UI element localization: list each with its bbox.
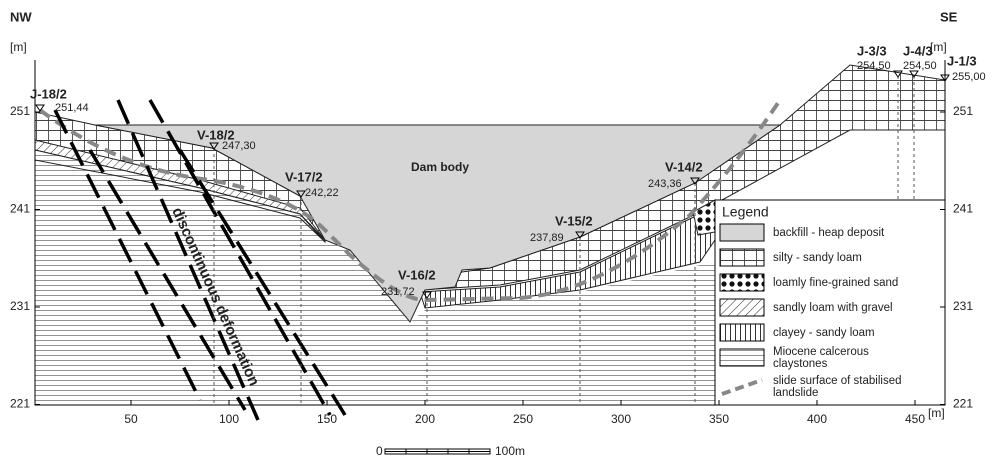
x-tick-label: 350 — [709, 412, 729, 426]
borehole-name: J-1/3 — [947, 53, 977, 68]
legend-swatch — [720, 224, 764, 241]
x-tick-label: 150 — [317, 412, 337, 426]
x-tick-label: 250 — [513, 412, 533, 426]
x-tick-label: 100 — [219, 412, 239, 426]
borehole-name: V-15/2 — [555, 213, 593, 228]
borehole-elevation: 251,44 — [55, 102, 89, 114]
y-tick-label: 221 — [953, 397, 973, 411]
scale-bar: 0 100m — [376, 444, 525, 458]
borehole-name: J-4/3 — [903, 43, 933, 58]
legend-label: silty - sandy loam — [773, 252, 862, 264]
y-tick-label: 221 — [10, 397, 30, 411]
legend-label: landslide — [773, 387, 818, 399]
borehole-elevation: 254,50 — [857, 60, 891, 72]
scale-start: 0 — [376, 444, 383, 458]
borehole-name: V-17/2 — [285, 169, 323, 184]
x-tick-label: 450 — [905, 412, 925, 426]
legend-label: backfill - heap deposit — [773, 227, 885, 239]
legend-label: claystones — [773, 358, 828, 370]
y-tick-label: 231 — [10, 299, 30, 313]
borehole-name: V-14/2 — [665, 159, 703, 174]
x-tick-label: 200 — [415, 412, 435, 426]
x-tick-label: 50 — [124, 412, 138, 426]
legend-label: slide surface of stabilised — [773, 375, 901, 387]
legend-swatch — [720, 249, 764, 266]
borehole-name: V-16/2 — [398, 267, 436, 282]
legend-swatch — [720, 299, 764, 316]
borehole-elevation: 231,72 — [381, 286, 415, 298]
x-tick-label: 400 — [807, 412, 827, 426]
se-label: SE — [940, 9, 958, 24]
y-unit: [m] — [10, 40, 27, 54]
borehole-elevation: 237,89 — [530, 232, 564, 244]
legend-title: Legend — [722, 204, 769, 220]
y-tick-label: 241 — [10, 202, 30, 216]
borehole-elevation: 255,00 — [952, 71, 986, 83]
x-tick-label: 300 — [611, 412, 631, 426]
legend-label: loamly fine-grained sand — [773, 277, 898, 289]
y-tick-label: 231 — [953, 299, 973, 313]
borehole-elevation: 242,22 — [305, 187, 339, 199]
borehole-name: J-3/3 — [857, 43, 887, 58]
legend-swatch — [720, 274, 764, 291]
nw-label: NW — [10, 9, 32, 24]
borehole-elevation: 247,30 — [222, 140, 256, 152]
x-unit: [m] — [928, 406, 945, 420]
legend-label: sandly loam with gravel — [773, 302, 893, 314]
cross-section: NW SE [m] [m] [m] Dam body discontinuous… — [0, 0, 994, 461]
borehole-elevation: 243,36 — [648, 178, 682, 190]
legend-swatch — [720, 324, 764, 341]
legend-label: clayey - sandy loam — [773, 327, 875, 339]
legend-label: Miocene calcerous — [773, 346, 869, 358]
y-tick-label: 251 — [953, 104, 973, 118]
borehole-elevation: 254,50 — [903, 60, 937, 72]
borehole-name: J-18/2 — [30, 86, 67, 101]
scale-end: 100m — [495, 444, 525, 458]
legend-swatch — [720, 349, 764, 366]
y-tick-label: 241 — [953, 202, 973, 216]
y-tick-label: 251 — [10, 104, 30, 118]
dam-body-label: Dam body — [411, 160, 469, 174]
